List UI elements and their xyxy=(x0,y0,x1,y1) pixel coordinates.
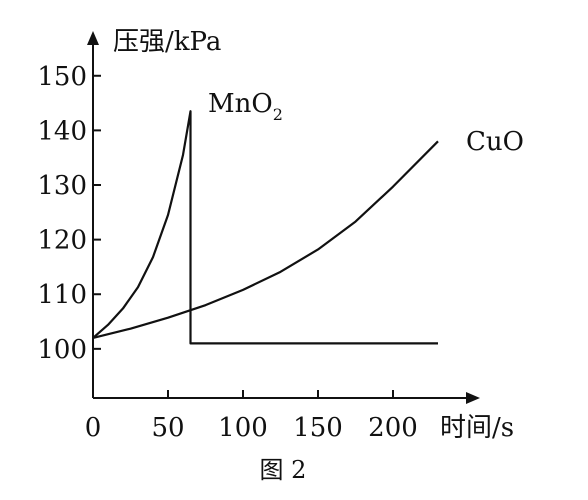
x-tick-label: 50 xyxy=(151,413,184,443)
y-tick-label: 130 xyxy=(37,171,87,201)
series-label-mno2-subscript: 2 xyxy=(273,105,283,124)
figure-caption: 图 2 xyxy=(260,456,307,484)
series-line-cuo xyxy=(92,140,439,339)
y-tick-label: 150 xyxy=(37,62,87,92)
chart-series xyxy=(92,110,439,345)
y-tick-label: 140 xyxy=(37,116,87,146)
x-axis-title: 时间/s xyxy=(440,413,514,443)
y-tick-label: 120 xyxy=(37,226,87,256)
series-label-cuo: CuO xyxy=(466,127,524,157)
x-axis-arrow xyxy=(466,392,480,404)
series-label-mno2-main: MnO xyxy=(208,89,273,119)
chart-axes xyxy=(87,31,480,404)
x-tick-label: 0 xyxy=(85,413,102,443)
y-tick-label: 100 xyxy=(37,335,87,365)
series-line-mno2 xyxy=(92,110,438,345)
x-tick-label: 200 xyxy=(368,413,418,443)
chart-ticks: 100 110 120 130 140 150 0 50 100 150 200 xyxy=(37,62,417,443)
y-tick-label: 110 xyxy=(37,280,87,310)
y-axis-title: 压强/kPa xyxy=(113,27,221,57)
series-label-mno2: MnO2 xyxy=(208,89,283,124)
y-axis-arrow xyxy=(87,31,99,45)
x-tick-label: 100 xyxy=(218,413,268,443)
x-tick-label: 150 xyxy=(293,413,343,443)
